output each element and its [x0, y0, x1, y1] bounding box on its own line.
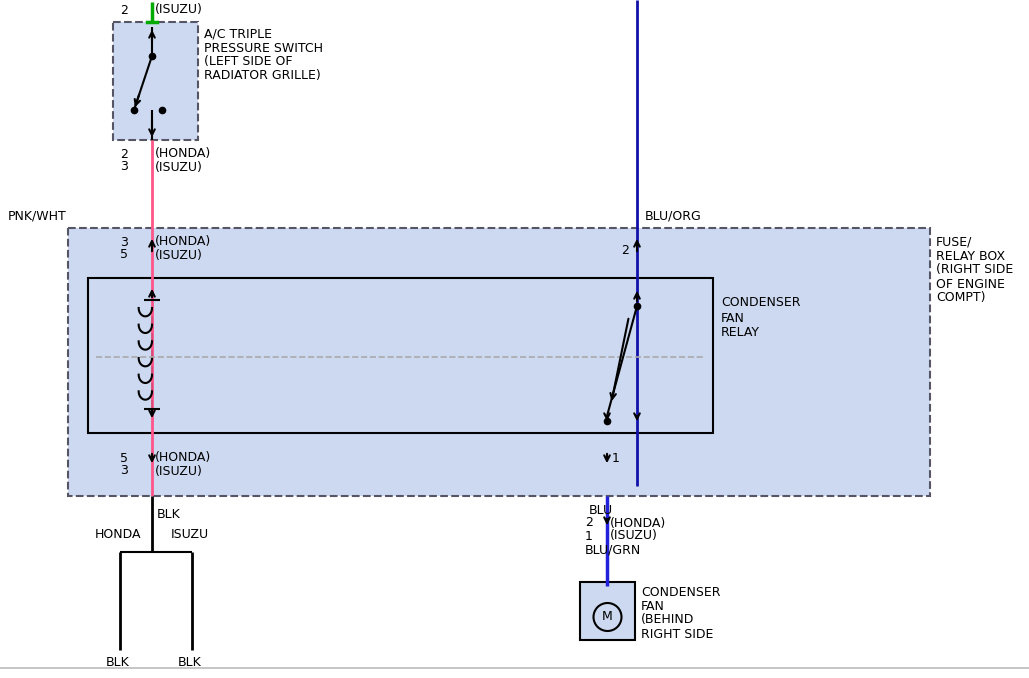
Text: (ISUZU): (ISUZU): [155, 3, 203, 16]
Text: FUSE/: FUSE/: [936, 235, 972, 249]
Text: 1: 1: [586, 530, 593, 542]
Text: FAN: FAN: [641, 599, 665, 612]
Text: ISUZU: ISUZU: [171, 527, 209, 540]
Text: PRESSURE SWITCH: PRESSURE SWITCH: [204, 41, 323, 54]
Text: (HONDA): (HONDA): [155, 148, 211, 161]
Text: 5: 5: [120, 452, 128, 464]
Text: RELAY BOX: RELAY BOX: [936, 250, 1005, 262]
Text: (ISUZU): (ISUZU): [155, 464, 203, 477]
Text: (BEHIND: (BEHIND: [641, 614, 695, 626]
Text: BLU/GRN: BLU/GRN: [586, 544, 641, 557]
Text: 5: 5: [120, 249, 128, 262]
Text: 3: 3: [120, 235, 128, 249]
Text: (ISUZU): (ISUZU): [610, 530, 658, 542]
Text: FAN: FAN: [721, 311, 745, 325]
Text: 3: 3: [120, 464, 128, 477]
Text: RADIATOR GRILLE): RADIATOR GRILLE): [204, 70, 321, 83]
Text: (LEFT SIDE OF: (LEFT SIDE OF: [204, 56, 292, 68]
Text: RELAY: RELAY: [721, 327, 760, 340]
Text: 1: 1: [612, 452, 619, 464]
Text: (RIGHT SIDE: (RIGHT SIDE: [936, 264, 1014, 277]
Text: PNK/WHT: PNK/WHT: [8, 210, 67, 222]
Text: (HONDA): (HONDA): [155, 235, 211, 249]
Text: (HONDA): (HONDA): [155, 452, 211, 464]
Text: 2: 2: [622, 243, 629, 256]
Circle shape: [594, 603, 622, 631]
Text: HONDA: HONDA: [95, 527, 141, 540]
Text: 3: 3: [120, 161, 128, 174]
Text: M: M: [602, 610, 613, 624]
Bar: [68, 228, 930, 496]
Bar: [113, 22, 198, 140]
Text: 2: 2: [120, 148, 128, 161]
Text: A/C TRIPLE: A/C TRIPLE: [204, 28, 272, 41]
Text: (HONDA): (HONDA): [610, 517, 666, 530]
Bar: [580, 582, 635, 640]
Text: BLU/ORG: BLU/ORG: [645, 210, 702, 222]
Text: (ISUZU): (ISUZU): [155, 161, 203, 174]
Bar: [88, 278, 713, 433]
Text: OF ENGINE: OF ENGINE: [936, 277, 1005, 290]
Text: BLU: BLU: [589, 504, 613, 517]
Text: 2: 2: [120, 3, 128, 16]
Text: RIGHT SIDE: RIGHT SIDE: [641, 628, 713, 641]
Text: BLK: BLK: [178, 656, 202, 669]
Text: CONDENSER: CONDENSER: [641, 586, 720, 599]
Text: 2: 2: [586, 517, 593, 530]
Text: (ISUZU): (ISUZU): [155, 249, 203, 262]
Text: BLK: BLK: [157, 508, 181, 521]
Text: COMPT): COMPT): [936, 292, 986, 304]
Text: CONDENSER: CONDENSER: [721, 296, 801, 309]
Text: BLK: BLK: [106, 656, 130, 669]
